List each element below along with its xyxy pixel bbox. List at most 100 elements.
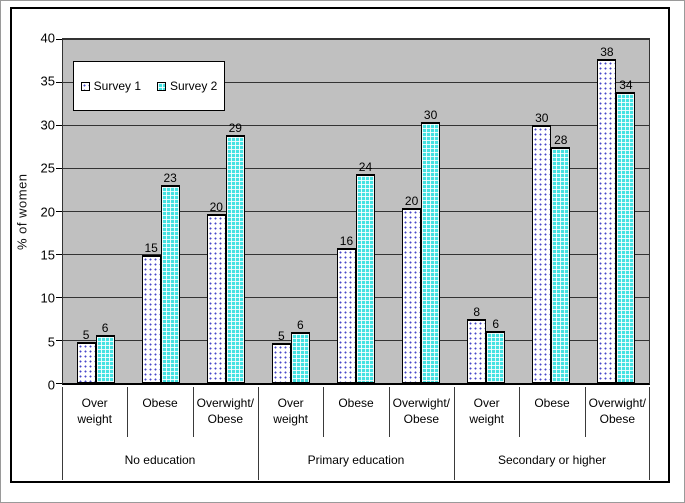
- y-tick-label: 5: [47, 334, 55, 350]
- category-label: Overwight/Obese: [196, 396, 254, 426]
- y-tick-label: 25: [40, 160, 55, 176]
- y-tick-label: 0: [47, 377, 55, 393]
- bar-survey2: 6: [486, 317, 506, 383]
- y-tick-mark: [56, 82, 62, 83]
- bar-slot: 20 30: [389, 39, 454, 383]
- axis-separator: [62, 387, 63, 480]
- bar-survey2: 28: [551, 133, 571, 383]
- category-label: Over weight: [469, 396, 504, 426]
- bar-slot: 5 6: [258, 39, 323, 383]
- gridline: [63, 125, 649, 126]
- y-tick-mark: [56, 383, 62, 384]
- plot-area: 5 6 15 23 20 29 5 6 16 24 20 30: [56, 38, 650, 385]
- legend-label: Survey 2: [170, 79, 218, 93]
- y-tick-mark: [56, 125, 62, 126]
- bar-survey1: 30: [532, 111, 552, 383]
- y-tick-mark: [56, 211, 62, 212]
- axis-separator: [192, 387, 194, 437]
- axis-separator: [649, 387, 650, 480]
- bar-slot: 38 34: [584, 39, 649, 383]
- bar-value-label: 15: [144, 240, 158, 255]
- category-label: Over weight: [273, 396, 308, 426]
- axis-separator: [127, 387, 129, 437]
- y-tick-label: 35: [40, 73, 55, 89]
- survey2-swatch-icon: [157, 81, 166, 91]
- category-label: Obese: [534, 396, 570, 410]
- group-label-primary-education: Primary education: [307, 453, 405, 467]
- bar-survey2: 34: [616, 78, 636, 383]
- y-tick-label: 20: [40, 204, 55, 219]
- bar-survey1: 20: [402, 194, 422, 383]
- category-label: Obese: [338, 396, 374, 410]
- axis-separator: [388, 387, 390, 437]
- y-tick-mark: [56, 39, 62, 40]
- bar-survey2: 23: [160, 171, 180, 383]
- group-label-secondary-or-higher: Secondary or higher: [497, 453, 607, 467]
- bar-value-label: 29: [228, 121, 242, 136]
- bar-value-label: 38: [600, 44, 614, 59]
- bar-survey1: 20: [206, 200, 226, 383]
- survey1-swatch-icon: [80, 81, 90, 91]
- bar-slot: 30 28: [519, 39, 584, 383]
- legend-item-survey1: Survey 1: [80, 79, 141, 93]
- y-tick-label: 15: [40, 247, 55, 263]
- bar-value-label: 6: [492, 317, 500, 332]
- bar-survey1: 5: [76, 328, 96, 383]
- axis-separator: [323, 387, 325, 437]
- bar-slot: 20 29: [193, 39, 258, 383]
- category-label: Over weight: [77, 396, 112, 426]
- legend-label: Survey 1: [93, 79, 141, 93]
- y-tick-mark: [56, 254, 62, 255]
- bar-value-label: 30: [423, 108, 438, 123]
- gridline: [63, 39, 649, 40]
- bar-survey1: 15: [141, 241, 161, 383]
- axis-separator: [519, 387, 521, 437]
- chart-border-box: % of women 40 35 30 25 20 15 10 5 0: [10, 7, 670, 483]
- axis-separator: [257, 387, 259, 480]
- bar-value-label: 30: [535, 111, 549, 125]
- bar-value-label: 24: [358, 160, 373, 175]
- bar-survey1: 8: [467, 305, 487, 383]
- bar-value-label: 20: [404, 193, 419, 208]
- bar-value-label: 5: [278, 329, 285, 344]
- y-tick-label: 10: [40, 290, 55, 306]
- y-tick-mark: [56, 297, 62, 298]
- bar-value-label: 5: [82, 327, 90, 342]
- bar-survey2: 29: [225, 121, 245, 383]
- bar-value-label: 6: [101, 320, 109, 335]
- group-label-no-education: No education: [124, 453, 196, 467]
- bar-survey2: 24: [355, 160, 375, 383]
- bar-value-label: 34: [619, 78, 633, 93]
- y-tick-label: 40: [40, 30, 55, 46]
- bar-survey1: 16: [336, 234, 356, 383]
- bar-value-label: 16: [339, 233, 354, 248]
- bar-value-label: 6: [297, 318, 304, 333]
- x-axis: Over weight Obese Overwight/Obese Over wei…: [62, 387, 650, 480]
- bar-value-label: 20: [209, 199, 223, 214]
- gridline: [63, 168, 649, 169]
- bar-survey2: 6: [95, 321, 115, 383]
- bar-slot: 15 23: [128, 39, 193, 383]
- gridline: [63, 82, 649, 83]
- y-tick-mark: [56, 168, 62, 169]
- bar-survey1: 38: [597, 45, 617, 383]
- bar-value-label: 28: [554, 132, 568, 147]
- bar-slot: 5 6: [63, 39, 128, 383]
- y-tick-mark: [56, 340, 62, 341]
- axis-separator: [584, 387, 586, 437]
- bar-value-label: 23: [163, 171, 177, 186]
- bar-survey2: 30: [421, 108, 441, 383]
- category-label: Overwight/Obese: [588, 396, 646, 426]
- bar-survey1: 5: [271, 329, 291, 383]
- legend-item-survey2: Survey 2: [157, 79, 217, 93]
- bar-value-label: 8: [473, 304, 481, 319]
- bar-slot: 16 24: [323, 39, 388, 383]
- category-label: Overwight/Obese: [392, 396, 450, 426]
- y-axis-tick-labels: 40 35 30 25 20 15 10 5 0: [28, 31, 58, 393]
- bar-slot: 8 6: [454, 39, 519, 383]
- legend: Survey 1 Survey 2: [73, 61, 225, 111]
- bar-survey2: 6: [290, 318, 310, 383]
- y-tick-label: 30: [40, 117, 55, 133]
- category-label: Obese: [142, 396, 178, 410]
